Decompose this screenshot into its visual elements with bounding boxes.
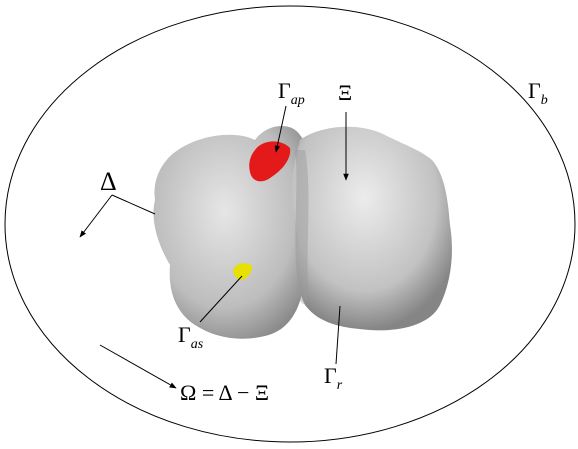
label-text: Γ [278, 78, 291, 103]
arrow [79, 194, 113, 238]
allosteric-site-patch [233, 263, 252, 280]
label: Δ [100, 167, 117, 196]
label: Ω = Δ − Ξ [180, 380, 269, 405]
arrow [111, 194, 156, 215]
arrow [99, 344, 177, 389]
label-text: Γ [528, 78, 541, 103]
arrow [199, 275, 243, 323]
surface-shade [295, 150, 309, 304]
label: Γb [528, 78, 548, 108]
label: Γap [278, 78, 305, 108]
arrow [274, 105, 287, 153]
label-text: Ξ [338, 80, 352, 105]
protein-left-lobe [153, 125, 312, 339]
label-text: Γ [324, 363, 337, 388]
arrow [335, 305, 341, 365]
label-text: Δ [100, 167, 117, 196]
label-text: as [191, 337, 204, 352]
label: Ξ [338, 80, 352, 105]
label-text: Γ [178, 322, 191, 347]
label-text: Ω = Δ − Ξ [180, 380, 269, 405]
label: Γr [324, 363, 343, 393]
label-text: ap [291, 93, 305, 108]
outer-boundary [4, 5, 576, 443]
label: Γas [178, 322, 204, 352]
label-text: r [337, 378, 343, 393]
label-text: b [541, 93, 548, 108]
protein-right-lobe [292, 126, 452, 331]
